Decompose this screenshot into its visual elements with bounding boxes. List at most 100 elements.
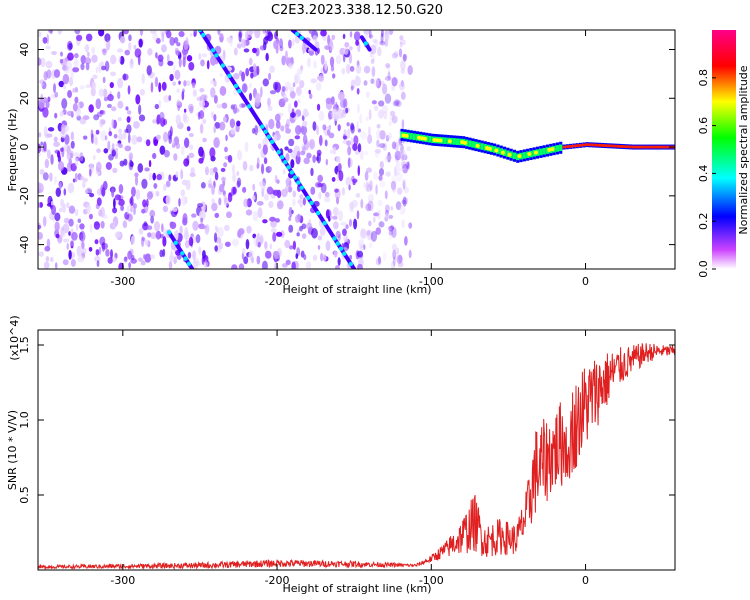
noise-speckle xyxy=(150,254,156,260)
carrier-core xyxy=(616,144,620,148)
noise-speckle xyxy=(359,149,364,161)
noise-speckle xyxy=(211,202,218,212)
noise-speckle xyxy=(243,256,249,265)
trace-highlight xyxy=(306,195,311,201)
colorbar-tick-label: 0.6 xyxy=(697,117,710,135)
noise-speckle xyxy=(400,150,404,162)
noise-speckle xyxy=(299,194,304,200)
noise-speckle xyxy=(119,55,125,65)
snr-x-label: Height of straight line (km) xyxy=(282,582,431,595)
noise-speckle xyxy=(138,38,143,48)
noise-speckle xyxy=(80,63,85,71)
noise-speckle xyxy=(368,30,372,39)
noise-speckle xyxy=(375,257,382,266)
noise-speckle xyxy=(384,216,389,222)
noise-speckle xyxy=(133,121,140,129)
noise-speckle xyxy=(201,150,205,161)
noise-speckle xyxy=(378,175,383,181)
noise-speckle xyxy=(331,177,336,182)
noise-speckle xyxy=(153,221,161,232)
noise-speckle xyxy=(341,187,345,196)
noise-speckle xyxy=(199,87,205,93)
noise-speckle xyxy=(44,245,51,252)
noise-speckle xyxy=(226,211,232,219)
noise-speckle xyxy=(105,161,112,170)
noise-speckle xyxy=(111,187,115,198)
noise-speckle xyxy=(112,207,118,214)
noise-speckle xyxy=(227,154,233,163)
noise-speckle xyxy=(172,139,175,148)
noise-speckle xyxy=(281,263,288,268)
noise-speckle xyxy=(89,223,93,233)
trace-highlight xyxy=(309,200,314,206)
noise-speckle xyxy=(394,171,398,177)
noise-speckle xyxy=(74,157,79,167)
noise-speckle xyxy=(112,221,116,229)
noise-speckle xyxy=(184,226,189,238)
noise-speckle xyxy=(300,125,308,136)
noise-speckle xyxy=(219,86,227,96)
noise-speckle xyxy=(375,78,382,89)
noise-speckle xyxy=(351,199,358,208)
noise-speckle xyxy=(158,82,162,93)
noise-speckle xyxy=(254,124,258,136)
snr-y-ticks: 1.5 1.0 0.5 xyxy=(18,336,675,504)
carrier-core xyxy=(597,143,602,147)
noise-speckle xyxy=(303,112,307,118)
noise-speckle xyxy=(173,153,178,161)
noise-speckle xyxy=(152,32,158,41)
noise-speckle xyxy=(118,143,123,149)
noise-speckle xyxy=(46,149,51,159)
noise-speckle xyxy=(337,257,341,266)
noise-speckle xyxy=(198,53,202,60)
noise-speckle xyxy=(315,181,322,188)
noise-speckle xyxy=(391,77,398,87)
noise-speckle xyxy=(77,254,85,263)
noise-speckle xyxy=(128,262,132,269)
noise-speckle xyxy=(138,114,146,122)
noise-speckle xyxy=(168,174,172,182)
noise-speckle xyxy=(384,155,392,163)
noise-speckle xyxy=(279,38,284,49)
noise-speckle xyxy=(350,137,354,148)
noise-speckle xyxy=(355,193,361,198)
noise-speckle xyxy=(98,209,103,217)
noise-speckle xyxy=(241,71,246,82)
noise-speckle xyxy=(385,134,390,142)
carrier-core xyxy=(575,144,579,148)
trace-highlight xyxy=(214,53,219,58)
noise-speckle xyxy=(393,50,399,58)
noise-speckle xyxy=(267,97,271,107)
noise-speckle xyxy=(291,209,294,214)
noise-speckle xyxy=(183,158,190,167)
carrier-core xyxy=(653,145,657,149)
noise-speckle xyxy=(210,111,215,118)
noise-speckle xyxy=(343,135,348,140)
noise-speckle xyxy=(150,232,157,240)
noise-speckle xyxy=(124,256,128,261)
noise-speckle xyxy=(385,209,389,217)
noise-speckle xyxy=(331,73,336,79)
noise-speckle xyxy=(213,125,216,134)
noise-speckle xyxy=(75,223,79,231)
noise-speckle xyxy=(141,178,148,189)
noise-speckle xyxy=(56,150,61,159)
noise-speckle xyxy=(245,209,253,216)
noise-speckle xyxy=(366,229,371,236)
noise-speckle xyxy=(264,241,268,250)
noise-speckle xyxy=(161,32,165,43)
carrier-core xyxy=(569,144,573,148)
noise-speckle xyxy=(401,219,405,229)
noise-speckle xyxy=(117,116,122,122)
noise-speckle xyxy=(145,139,151,147)
noise-speckle xyxy=(95,129,100,135)
noise-speckle xyxy=(236,43,242,49)
noise-speckle xyxy=(67,52,74,61)
carrier-peak xyxy=(423,136,428,141)
noise-speckle xyxy=(213,167,218,174)
noise-speckle xyxy=(393,166,397,177)
noise-speckle xyxy=(401,154,408,161)
carrier-core xyxy=(468,140,472,147)
noise-speckle xyxy=(308,30,315,35)
noise-speckle xyxy=(201,94,208,100)
